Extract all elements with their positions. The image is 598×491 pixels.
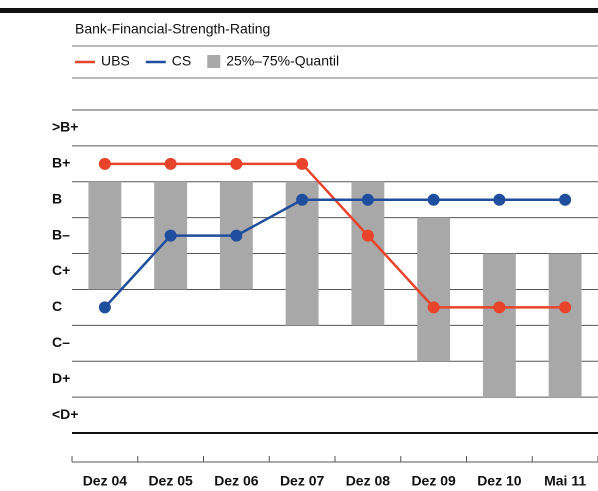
legend-label: UBS — [101, 53, 130, 69]
quantile-bar — [88, 181, 122, 290]
series-point — [361, 193, 374, 206]
series-point — [427, 193, 440, 206]
y-tick-label: B+ — [52, 155, 70, 171]
series-line — [103, 198, 566, 309]
y-tick-label: B — [52, 190, 62, 206]
series-point — [427, 301, 440, 314]
y-tick-label: C — [52, 298, 62, 314]
x-tick-label: Dez 04 — [83, 473, 128, 489]
x-tick-label: Dez 05 — [148, 473, 193, 489]
x-tick-label: Dez 06 — [214, 473, 259, 489]
header-bar — [0, 8, 598, 13]
quantile-bar — [417, 217, 451, 362]
quantile-bar — [482, 253, 516, 398]
series-point — [98, 301, 111, 314]
x-tick-label: Dez 09 — [411, 473, 456, 489]
x-tick-label: Dez 07 — [280, 473, 325, 489]
series-point — [230, 157, 243, 170]
series-point — [493, 301, 506, 314]
x-tick-label: Mai 11 — [544, 473, 586, 489]
series-point — [164, 229, 177, 242]
legend: UBS CS 25%–75%-Quantil — [75, 53, 339, 69]
legend-label: CS — [172, 53, 191, 69]
chart-subtitle: Bank-Financial-Strength-Rating — [75, 21, 270, 37]
series-point — [559, 193, 572, 206]
y-tick-label: C– — [52, 334, 70, 350]
series-point — [559, 301, 572, 314]
series-point — [98, 157, 111, 170]
y-tick-label: D+ — [52, 370, 70, 386]
legend-swatch — [207, 55, 221, 68]
x-tick-label: Dez 10 — [477, 473, 522, 489]
series-point — [296, 193, 309, 206]
series-point — [296, 157, 309, 170]
series-point — [361, 229, 374, 242]
legend-label: 25%–75%-Quantil — [226, 53, 339, 69]
y-tick-label: C+ — [52, 262, 70, 278]
series-point — [230, 229, 243, 242]
series-point — [164, 157, 177, 170]
y-tick-label: >B+ — [52, 119, 78, 135]
y-tick-label: B– — [52, 226, 70, 242]
quantile-bar — [548, 253, 582, 398]
x-tick-label: Dez 08 — [346, 473, 391, 489]
series-point — [493, 193, 506, 206]
y-tick-label: <D+ — [52, 406, 78, 422]
